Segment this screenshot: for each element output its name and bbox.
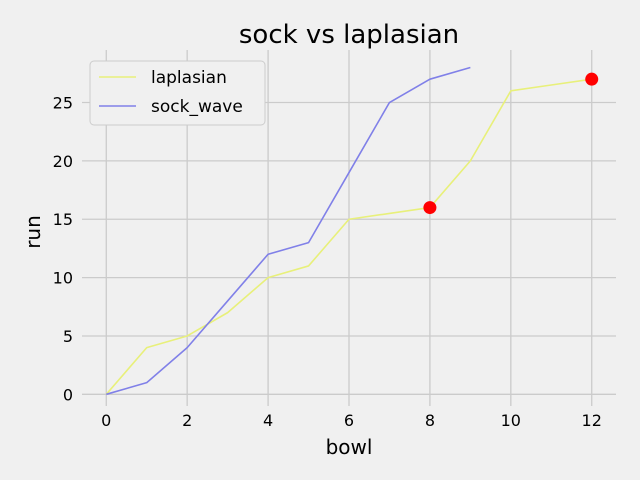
x-tick-label: 4: [263, 411, 273, 430]
x-tick-label: 2: [182, 411, 192, 430]
y-axis-label: run: [21, 215, 45, 249]
legend-label-sock-wave: sock_wave: [151, 97, 243, 117]
y-tick-label: 15: [53, 210, 73, 229]
x-tick-label: 10: [501, 411, 521, 430]
x-tick-label: 0: [101, 411, 111, 430]
x-tick-label: 12: [582, 411, 602, 430]
legend: laplasian sock_wave: [89, 60, 266, 126]
y-tick-label: 5: [63, 327, 73, 346]
y-tick-label: 25: [53, 94, 73, 113]
x-tick-label: 6: [344, 411, 354, 430]
x-tick-label: 8: [425, 411, 435, 430]
series-layer: [105, 66, 592, 396]
x-axis-label: bowl: [326, 435, 373, 459]
highlight-points: [423, 72, 599, 215]
y-tick-label: 0: [63, 385, 73, 404]
y-axis-ticks: 0 5 10 15 20 25: [53, 94, 73, 405]
chart-title: sock vs laplasian: [239, 20, 459, 50]
x-axis-ticks: 0 2 4 6 8 10 12: [101, 411, 602, 430]
legend-label-laplasian: laplasian: [151, 68, 227, 88]
highlight-point: [585, 72, 599, 86]
y-tick-label: 10: [53, 269, 73, 288]
series-line-laplasian: [105, 78, 592, 395]
highlight-point: [423, 201, 437, 215]
series-line-sock-wave: [106, 66, 471, 396]
y-tick-label: 20: [53, 152, 73, 171]
